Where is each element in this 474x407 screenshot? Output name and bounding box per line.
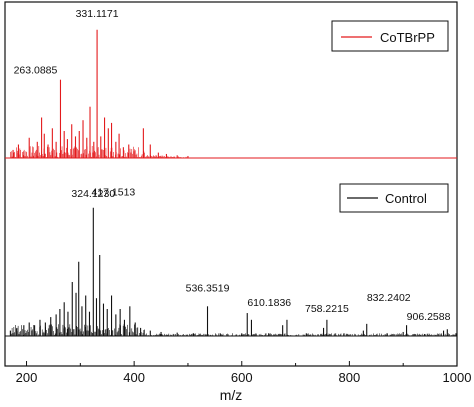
x-axis-title: m/z xyxy=(220,387,243,403)
plot-frame xyxy=(4,1,458,367)
x-tick-label: 1000 xyxy=(443,370,472,385)
legend-box-cotbrpp xyxy=(331,20,449,52)
x-axis: 200 400 600 800 1000 xyxy=(16,361,472,385)
peak-label-324-1230: 324.1230 xyxy=(71,188,115,200)
noise-control xyxy=(10,323,457,336)
x-tick-label: 800 xyxy=(339,370,361,385)
peak-label-832-2402: 832.2402 xyxy=(367,292,411,304)
legend-control: Control xyxy=(339,183,449,213)
top-panel xyxy=(5,29,457,159)
legend-label-cotbrpp: CoTBrPP xyxy=(380,30,435,45)
peak-label-536-3519: 536.3519 xyxy=(186,282,230,294)
peak-label-331-1171: 331.1171 xyxy=(76,8,119,20)
peak-label-758-2215: 758.2215 xyxy=(305,303,349,315)
legend-cotbrpp: CoTBrPP xyxy=(331,20,449,52)
x-tick-label: 600 xyxy=(231,370,253,385)
peak-label-263-0885: 263.0885 xyxy=(14,65,58,77)
peak-label-417-1513: 417.1513 xyxy=(91,186,135,198)
peak-label-906-2588: 906.2588 xyxy=(407,311,451,323)
legend-label-control: Control xyxy=(385,191,427,206)
peak-label-610-1836: 610.1836 xyxy=(247,297,291,309)
bottom-panel xyxy=(5,207,457,337)
x-tick-label: 400 xyxy=(123,370,145,385)
x-tick-label: 200 xyxy=(16,370,38,385)
